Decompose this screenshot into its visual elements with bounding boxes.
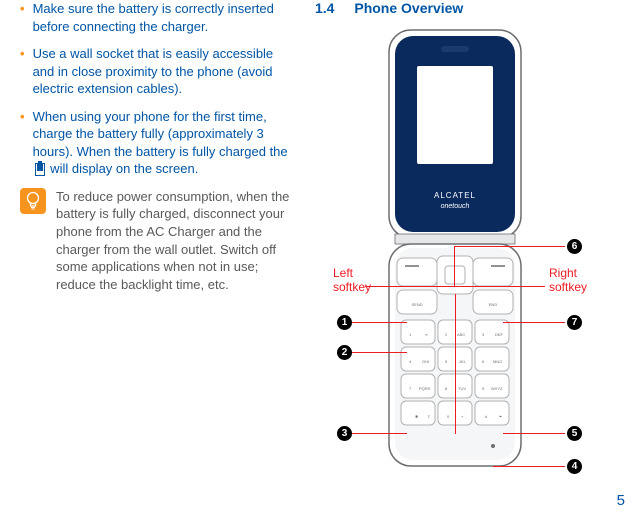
bullet-dot: • xyxy=(20,108,25,178)
callout-4: 4 xyxy=(567,459,582,474)
callout-1: 1 xyxy=(337,315,352,330)
callout-7: 7 xyxy=(567,315,582,330)
svg-text:JKL: JKL xyxy=(459,359,467,364)
bullet-text: When using your phone for the first time… xyxy=(33,108,293,178)
section-title: Phone Overview xyxy=(354,0,463,16)
callout-6: 6 xyxy=(567,239,582,254)
right-softkey-label: Rightsoftkey xyxy=(549,266,587,295)
svg-text:TUV: TUV xyxy=(458,386,466,391)
lightbulb-icon xyxy=(20,188,46,214)
page-number: 5 xyxy=(617,492,625,509)
svg-text:∞: ∞ xyxy=(425,332,428,337)
svg-text:END: END xyxy=(489,302,498,307)
bullet-text: Use a wall socket that is easily accessi… xyxy=(33,45,293,98)
section-number: 1.4 xyxy=(315,0,334,16)
callout-5: 5 xyxy=(567,426,582,441)
svg-text:DEF: DEF xyxy=(495,332,504,337)
svg-text:SEND: SEND xyxy=(411,302,422,307)
tip-box: To reduce power consumption, when the ba… xyxy=(20,188,293,293)
svg-text:GHI: GHI xyxy=(422,359,429,364)
bullet-dot: • xyxy=(20,45,25,98)
phone-diagram: ALCATEL onetouch SEND xyxy=(315,26,615,476)
brand-text: ALCATEL xyxy=(434,191,476,200)
section-heading: 1.4 Phone Overview xyxy=(315,0,631,16)
bullet-text: Make sure the battery is correctly inser… xyxy=(33,0,293,35)
tip-text: To reduce power consumption, when the ba… xyxy=(56,188,293,293)
left-softkey-label: Leftsoftkey xyxy=(333,266,371,295)
svg-text:PQRS: PQRS xyxy=(419,386,431,391)
bullet-1: • Make sure the battery is correctly ins… xyxy=(20,0,293,35)
bullet-3: • When using your phone for the first ti… xyxy=(20,108,293,178)
brand-sub: onetouch xyxy=(441,203,470,210)
callout-3: 3 xyxy=(337,426,352,441)
svg-text:⇧: ⇧ xyxy=(427,414,430,419)
bullet-2: • Use a wall socket that is easily acces… xyxy=(20,45,293,98)
callout-2: 2 xyxy=(337,345,352,360)
svg-text:MNO: MNO xyxy=(493,359,502,364)
battery-icon xyxy=(35,163,45,176)
bullet-dot: • xyxy=(20,0,25,35)
svg-text:ABC: ABC xyxy=(457,332,465,337)
svg-text:WXYZ: WXYZ xyxy=(491,386,503,391)
